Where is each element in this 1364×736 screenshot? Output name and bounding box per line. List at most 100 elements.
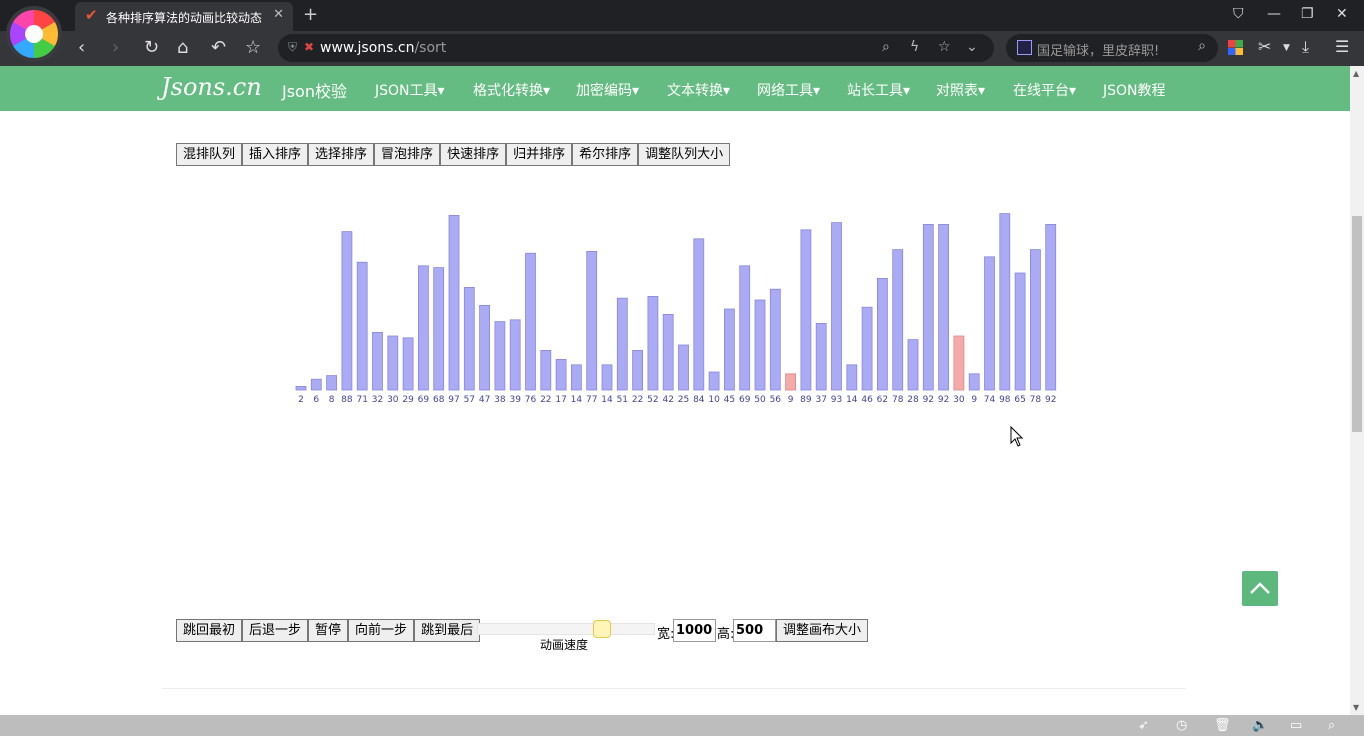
slider-handle[interactable] [592, 620, 611, 638]
url-field[interactable]: ⛨ ✖ www.jsons.cn/sort ⌕ ϟ ☆ ⌄ [278, 34, 994, 62]
scroll-down-icon[interactable]: ▼ [1353, 703, 1360, 712]
home-icon[interactable]: ⌂ [177, 37, 189, 58]
search-icon[interactable]: ⌕ [1198, 38, 1206, 54]
reload-icon[interactable]: ↻ [144, 37, 160, 58]
nav-reference-tables[interactable]: 对照表▾ [936, 83, 986, 99]
resize-queue-button[interactable]: 调整队列大小 [638, 143, 731, 166]
bar-label-0: 2 [298, 395, 304, 405]
browser-tab[interactable]: ✔ 各种排序算法的动画比较动态 ✕ [75, 2, 293, 31]
lightning-icon[interactable]: ϟ [910, 39, 920, 55]
bar-2 [326, 375, 337, 391]
bar-33 [800, 229, 812, 391]
new-tab-icon[interactable]: + [303, 4, 319, 25]
resize-canvas-button[interactable]: 调整画布大小 [776, 619, 869, 642]
jump-to-end-button[interactable]: 跳到最后 [414, 619, 481, 642]
bar-32 [785, 373, 797, 391]
shuffle-queue-button[interactable]: 混排队列 [176, 143, 243, 166]
bar-label-8: 69 [418, 395, 430, 405]
back-to-top-button[interactable] [1242, 571, 1278, 606]
search-placeholder: 国足输球，里皮辞职! [1037, 44, 1160, 59]
nav-text-convert[interactable]: 文本转换▾ [667, 83, 731, 99]
merge-sort-button[interactable]: 归并排序 [506, 143, 573, 166]
search-engine-icon [1017, 40, 1032, 55]
window-icon[interactable]: ▭ [1290, 718, 1303, 733]
window-close-icon[interactable]: ✕ [1336, 6, 1348, 22]
zoom-icon[interactable]: ⌕ [882, 39, 890, 55]
animation-speed-slider[interactable] [477, 623, 655, 635]
close-icon[interactable]: ✕ [273, 7, 284, 22]
bar-label-15: 76 [525, 395, 537, 405]
nav-network-tools[interactable]: 网络工具▾ [757, 83, 821, 99]
scroll-up-icon[interactable]: ▲ [1353, 69, 1360, 78]
shell-sort-button[interactable]: 希尔排序 [572, 143, 639, 166]
sound-icon[interactable]: 🔈 [1252, 718, 1269, 733]
nav-online-platform[interactable]: 在线平台▾ [1013, 83, 1077, 99]
minimize-icon[interactable]: — [1267, 6, 1281, 22]
insertion-sort-button[interactable]: 插入排序 [242, 143, 309, 166]
bar-label-28: 45 [724, 395, 735, 405]
site-logo[interactable]: Jsons.cn [161, 73, 262, 101]
nav-json-tutorial[interactable]: JSON教程 [1103, 83, 1166, 99]
selection-sort-button[interactable]: 选择排序 [308, 143, 375, 166]
chevron-down-icon[interactable]: ⌄ [966, 39, 978, 55]
history-icon[interactable]: ◷ [1176, 718, 1188, 733]
trash-icon[interactable]: 🗑 [1214, 718, 1231, 733]
step-back-button[interactable]: 后退一步 [242, 619, 309, 642]
tab-title: 各种排序算法的动画比较动态 [106, 11, 263, 25]
bar-label-44: 9 [971, 395, 977, 405]
height-label: 高: [717, 627, 735, 642]
bar-label-4: 71 [356, 395, 367, 405]
back-icon[interactable]: ‹ [78, 37, 86, 58]
bar-label-48: 78 [1030, 395, 1042, 405]
bar-8 [417, 265, 429, 391]
step-forward-button[interactable]: 向前一步 [348, 619, 415, 642]
url-text[interactable]: www.jsons.cn/sort [320, 40, 447, 56]
nav-webmaster-tools[interactable]: 站长工具▾ [847, 83, 911, 99]
search-field[interactable]: 国足输球，里皮辞职! ⌕ [1006, 34, 1218, 62]
scissors-icon[interactable]: ✂ [1258, 37, 1272, 56]
bar-label-14: 39 [509, 395, 521, 405]
bar-17 [555, 358, 567, 391]
pause-button[interactable]: 暂停 [308, 619, 349, 642]
undo-icon[interactable]: ↶ [211, 37, 227, 58]
bar-label-43: 30 [953, 395, 965, 405]
chevron-up-icon [1250, 582, 1270, 594]
download-icon[interactable]: ⤓ [1302, 37, 1310, 56]
bubble-sort-button[interactable]: 冒泡排序 [374, 143, 441, 166]
canvas-height-input[interactable] [733, 619, 776, 642]
bar-3 [341, 231, 353, 391]
canvas-width-input[interactable] [673, 619, 716, 642]
bar-label-20: 14 [601, 395, 613, 405]
forward-icon[interactable]: › [112, 37, 120, 58]
nav-json-validate[interactable]: Json校验 [282, 82, 347, 101]
nav-format-convert[interactable]: 格式化转换▾ [473, 83, 551, 99]
browser-logo-icon[interactable] [6, 6, 62, 62]
bar-label-34: 37 [815, 395, 826, 405]
apps-icon[interactable] [1228, 40, 1243, 55]
jump-to-start-button[interactable]: 跳回最初 [176, 619, 243, 642]
bar-label-22: 22 [632, 395, 643, 405]
bar-label-6: 30 [387, 395, 399, 405]
vertical-scrollbar[interactable]: ▲ ▼ [1350, 66, 1364, 715]
rocket-icon[interactable]: ➶ [1138, 718, 1149, 733]
quick-sort-button[interactable]: 快速排序 [440, 143, 507, 166]
nav-encrypt-encode[interactable]: 加密编码▾ [576, 83, 640, 99]
bar-23 [647, 296, 659, 391]
bar-label-27: 10 [708, 395, 720, 405]
bar-49 [1045, 223, 1057, 391]
shirt-icon[interactable]: ⛉ [1233, 6, 1244, 22]
star-icon[interactable]: ☆ [245, 37, 262, 58]
bookmark-star-icon[interactable]: ☆ [938, 39, 951, 55]
scrollbar-thumb[interactable] [1352, 216, 1362, 432]
zoom-status-icon[interactable]: ⌕ [1328, 718, 1336, 733]
address-bar: ‹ › ↻ ⌂ ↶ ☆ ⛨ ✖ www.jsons.cn/sort ⌕ ϟ ☆ … [0, 31, 1364, 66]
menu-icon[interactable]: ☰ [1335, 37, 1350, 56]
restore-icon[interactable]: ❐ [1301, 6, 1314, 22]
dropdown-icon[interactable]: ▼ [1283, 43, 1290, 53]
bar-14 [509, 319, 521, 391]
checkmark-icon: ✔ [85, 6, 98, 24]
bar-44 [968, 373, 980, 391]
nav-json-tools[interactable]: JSON工具▾ [375, 83, 445, 99]
content-frame [162, 111, 1186, 689]
bar-27 [708, 371, 720, 391]
